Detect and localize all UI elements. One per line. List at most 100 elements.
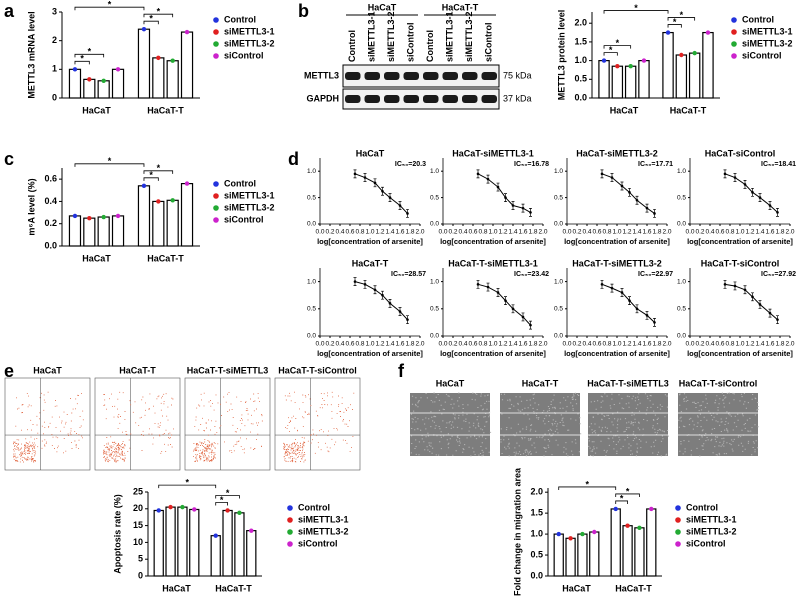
legend-label: siControl — [224, 50, 264, 60]
x-tick-label: 1.6 — [642, 229, 651, 236]
point — [733, 176, 737, 179]
significance-bracket — [615, 493, 640, 497]
bar — [222, 509, 233, 577]
flow-frame — [94, 377, 181, 471]
annotation: IC₅₀=20.3 — [395, 161, 426, 168]
bar-dot — [601, 58, 607, 63]
significance-bracket — [143, 170, 174, 174]
x-tick-label: 1.0 — [488, 229, 497, 236]
point — [635, 198, 639, 202]
flow-frame — [4, 377, 91, 471]
blot-band — [345, 95, 361, 103]
x-tick-label: 2.0 — [662, 229, 671, 236]
point — [388, 196, 392, 199]
legend-swatch — [731, 41, 737, 47]
bar-dot — [580, 531, 585, 537]
bar — [68, 215, 82, 247]
point — [398, 204, 402, 207]
x-axis-label: log[concentration of arsenite] — [687, 237, 793, 246]
x-tick-label: 0.6 — [715, 229, 724, 236]
legend-swatch — [213, 41, 219, 47]
significance-bracket — [667, 24, 682, 28]
x-tick-label: 1.2 — [498, 341, 507, 348]
significance-bracket — [74, 60, 90, 65]
x-tick-label: 0.2 — [325, 341, 334, 348]
point — [398, 310, 402, 313]
legend-swatch — [675, 505, 681, 511]
x-tick-label: 1.0 — [735, 229, 744, 236]
point — [496, 291, 500, 294]
point — [768, 311, 772, 315]
bar — [166, 60, 179, 99]
x-tick-label: 0.2 — [325, 229, 334, 236]
legend-swatch — [213, 181, 219, 187]
chart-title: HaCaT-T — [352, 258, 389, 268]
y-tick-label: 1 — [52, 64, 57, 74]
point — [363, 176, 367, 179]
y-tick-label: 2.0 — [530, 487, 543, 497]
x-axis-label: log[concentration of arsenite] — [440, 237, 546, 246]
x-tick-label: 0.4 — [705, 341, 714, 348]
y-tick-label: 15 — [133, 520, 143, 530]
y-tick-label: 2.0 — [574, 18, 587, 28]
bar-dot — [184, 181, 190, 186]
point — [373, 288, 377, 292]
legend-label: Control — [224, 178, 256, 188]
x-tick-label: 1.4 — [632, 229, 641, 236]
bar — [97, 80, 110, 99]
flow-title: HaCaT — [33, 365, 62, 375]
x-tick-label: 1.0 — [612, 341, 621, 348]
bar — [702, 31, 714, 99]
bar — [622, 525, 633, 577]
y-tick-label: 0.0 — [430, 221, 439, 228]
y-tick-label: 1.0 — [430, 278, 439, 285]
y-tick-label: 0.2 — [44, 218, 57, 228]
x-tick-label: 0.0 — [438, 229, 447, 236]
blot-group: HaCaT — [368, 2, 397, 12]
y-tick-label: 0.5 — [307, 306, 316, 313]
x-tick-label: 0.8 — [355, 341, 364, 348]
bar-dot — [168, 504, 173, 510]
point — [529, 323, 532, 327]
bar — [111, 215, 125, 247]
significance-label: * — [88, 47, 92, 57]
x-tick-label: 1.2 — [498, 229, 507, 236]
x-tick-label: 1.4 — [755, 229, 764, 236]
legend-swatch — [675, 529, 681, 535]
y-tick-label: 1.0 — [677, 168, 686, 175]
x-tick-label: 0.0 — [685, 341, 694, 348]
blot-band — [423, 95, 439, 103]
flow-title: HaCaT-T-siControl — [278, 365, 357, 375]
bar — [68, 68, 82, 99]
y-tick-label: 1.0 — [574, 55, 587, 65]
bar — [234, 512, 245, 577]
bar-dot — [170, 198, 175, 203]
point — [381, 189, 384, 193]
panel-label: c — [4, 149, 14, 169]
x-tick-label: 0.8 — [725, 341, 734, 348]
bar — [137, 28, 151, 99]
wound-image — [500, 393, 580, 456]
significance-bracket — [74, 6, 145, 11]
x-axis-label: log[concentration of arsenite] — [564, 349, 670, 358]
chart-title: HaCaT — [356, 148, 385, 158]
legend-swatch — [213, 53, 219, 59]
bar-dot — [625, 523, 630, 528]
x-tick-label: HaCaT-T — [615, 583, 652, 593]
x-tick-label: 1.6 — [395, 229, 404, 236]
bar-dot — [156, 508, 161, 513]
point — [620, 291, 624, 294]
blot-band — [403, 95, 419, 103]
x-tick-label: 0.8 — [725, 229, 734, 236]
bar — [180, 31, 194, 99]
point — [743, 288, 747, 292]
point — [373, 181, 377, 185]
bar — [180, 183, 194, 247]
bar — [662, 31, 674, 99]
y-tick-label: 0.5 — [430, 194, 439, 201]
point — [768, 204, 772, 207]
blot-row: GAPDH — [306, 93, 339, 103]
significance-bracket — [558, 486, 617, 490]
x-tick-label: 0.4 — [705, 229, 714, 236]
